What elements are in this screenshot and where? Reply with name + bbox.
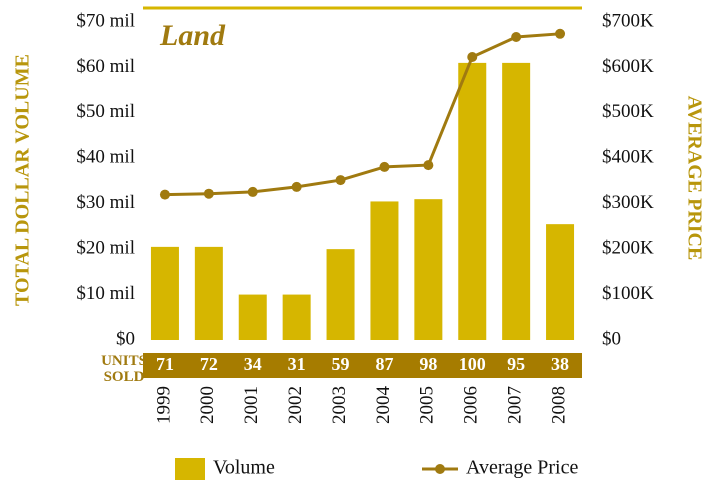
price-point [203, 188, 214, 199]
y2-tick-label: $600K [602, 56, 654, 77]
y-tick-label: $70 mil [76, 10, 135, 31]
units-sold: 98 [419, 354, 437, 374]
legend-label: Volume [213, 457, 275, 479]
y-axis-label: TOTAL DOLLAR VOLUME [12, 54, 34, 306]
y-tick-label: $0 [116, 328, 135, 349]
units-sold: 72 [200, 354, 218, 374]
bar [282, 294, 311, 340]
y-tick-label: $30 mil [76, 192, 135, 213]
x-tick-label: 2003 [329, 386, 350, 424]
y2-tick-label: $300K [602, 192, 654, 213]
price-point [291, 181, 302, 192]
y2-tick-label: $400K [602, 147, 654, 168]
x-tick-label: 2004 [373, 386, 394, 425]
bar [150, 246, 179, 340]
units-sold: 71 [156, 354, 174, 374]
y2-axis-label: AVERAGE PRICE [683, 96, 705, 261]
bar [546, 224, 575, 340]
legend-swatch [435, 464, 445, 474]
y2-tick-label: $500K [602, 101, 654, 122]
price-point [511, 31, 522, 42]
units-sold: 34 [244, 354, 262, 374]
units-sold: 87 [375, 354, 393, 374]
x-tick-label: 1999 [153, 386, 174, 424]
bar [238, 294, 267, 340]
price-point [467, 51, 478, 62]
units-sold: 95 [507, 354, 525, 374]
units-sold: 38 [551, 354, 569, 374]
x-tick-label: 2008 [548, 386, 569, 424]
y2-tick-label: $0 [602, 328, 621, 349]
x-tick-label: 2002 [285, 386, 306, 424]
x-tick-label: 2007 [505, 386, 526, 424]
price-point [335, 175, 346, 186]
units-sold: 31 [288, 354, 306, 374]
units-label: UNITS SOLD [101, 353, 147, 385]
price-point [247, 186, 258, 197]
bar [194, 246, 223, 340]
y-tick-label: $60 mil [76, 56, 135, 77]
price-point [423, 160, 434, 171]
y-tick-label: $10 mil [76, 283, 135, 304]
x-tick-label: 2006 [461, 386, 482, 424]
units-band [143, 353, 582, 378]
price-line [164, 32, 561, 197]
y-tick-label: $20 mil [76, 238, 135, 259]
x-tick-label: 2001 [241, 386, 262, 424]
bar [326, 249, 355, 340]
legend-label: Average Price [466, 457, 578, 479]
price-point [555, 28, 566, 39]
price-point [379, 161, 390, 172]
bar [370, 201, 399, 340]
bar [458, 62, 487, 341]
y2-tick-label: $200K [602, 238, 654, 259]
chart-title: Land [159, 19, 226, 52]
y-tick-label: $50 mil [76, 101, 135, 122]
units-sold: 59 [332, 354, 350, 374]
x-tick-label: 2005 [417, 386, 438, 424]
y2-tick-label: $700K [602, 10, 654, 31]
legend-swatch [175, 458, 205, 480]
price-point [159, 189, 170, 200]
units-sold: 100 [459, 354, 486, 374]
bar [502, 62, 531, 341]
y2-tick-label: $100K [602, 283, 654, 304]
x-tick-label: 2000 [197, 386, 218, 424]
bar [414, 199, 443, 340]
y-tick-label: $40 mil [76, 147, 135, 168]
